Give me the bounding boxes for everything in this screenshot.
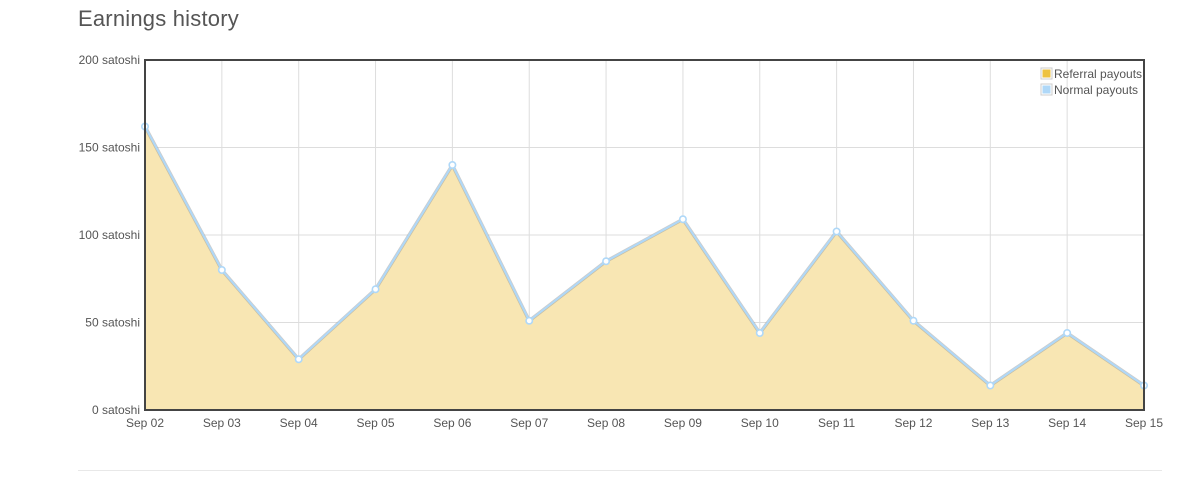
x-tick-label: Sep 13 [971, 416, 1009, 430]
data-point[interactable] [986, 381, 995, 390]
x-tick-label: Sep 07 [510, 416, 548, 430]
x-tick-label: Sep 03 [203, 416, 241, 430]
x-tick-label: Sep 10 [741, 416, 779, 430]
y-tick-label: 50 satoshi [85, 316, 140, 330]
legend-label: Normal payouts [1054, 83, 1138, 97]
data-point[interactable] [678, 215, 687, 224]
data-point[interactable] [832, 227, 841, 236]
chart-legend: Referral payouts Normal payouts [1040, 67, 1142, 97]
x-tick-label: Sep 08 [587, 416, 625, 430]
y-axis-ticks: 0 satoshi 50 satoshi 100 satoshi 150 satosh… [79, 53, 140, 417]
y-tick-label: 0 satoshi [92, 403, 140, 417]
x-tick-label: Sep 02 [126, 416, 164, 430]
x-tick-label: Sep 05 [357, 416, 395, 430]
series-area-fill [145, 126, 1144, 410]
x-tick-label: Sep 04 [280, 416, 318, 430]
x-tick-label: Sep 06 [433, 416, 471, 430]
data-point[interactable] [371, 285, 380, 294]
plot-border [144, 59, 1145, 411]
data-point[interactable] [217, 265, 226, 274]
chart-area-layer [145, 126, 1144, 410]
section-divider [78, 470, 1162, 471]
y-tick-label: 100 satoshi [79, 228, 140, 242]
legend-label: Referral payouts [1054, 67, 1142, 81]
data-point[interactable] [448, 161, 457, 170]
chart-line-layer [143, 125, 1145, 388]
legend-swatch [1042, 85, 1051, 94]
x-tick-label: Sep 14 [1048, 416, 1086, 430]
data-point[interactable] [602, 257, 611, 266]
data-point[interactable] [909, 316, 918, 325]
x-axis-ticks: Sep 02 Sep 03 Sep 04 Sep 05 Sep 06 Sep 07 Sep … [126, 416, 1163, 430]
page-title: Earnings history [78, 6, 239, 31]
data-point[interactable] [525, 316, 534, 325]
series-line-normal-payouts [144, 126, 1145, 387]
y-tick-label: 200 satoshi [79, 53, 140, 67]
data-point[interactable] [1063, 328, 1072, 337]
data-point[interactable] [755, 328, 764, 337]
x-tick-label: Sep 12 [894, 416, 932, 430]
x-tick-label: Sep 15 [1125, 416, 1163, 430]
legend-swatch [1042, 69, 1051, 78]
x-tick-label: Sep 11 [818, 416, 855, 430]
chart-point-layer [141, 122, 1149, 390]
x-tick-label: Sep 09 [664, 416, 702, 430]
y-tick-label: 150 satoshi [79, 141, 140, 155]
data-point[interactable] [294, 355, 303, 364]
